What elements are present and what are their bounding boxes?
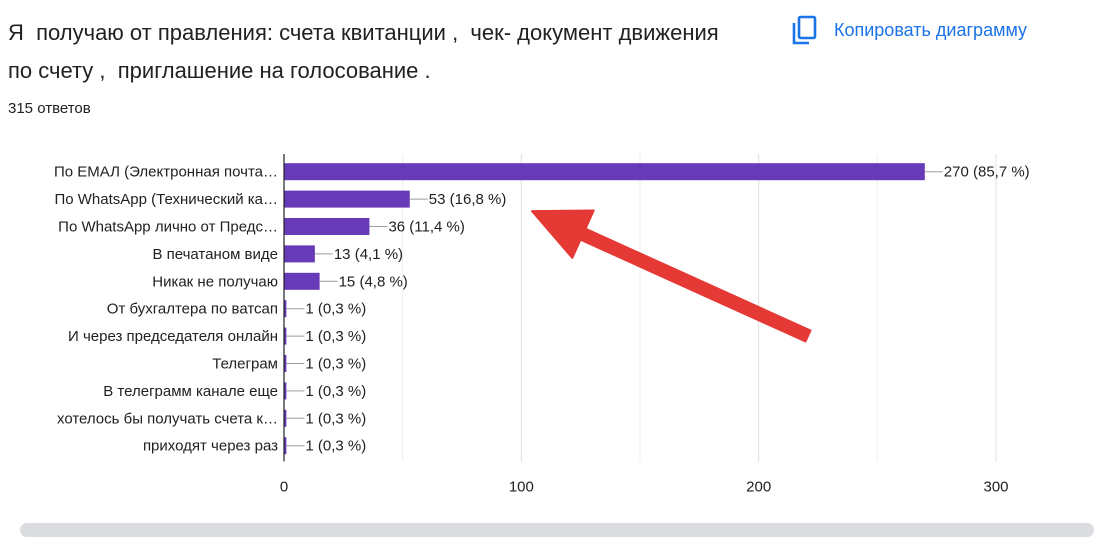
copy-chart-label: Копировать диаграмму: [834, 19, 1028, 40]
value-label: 15 (4,8 %): [339, 273, 408, 290]
value-label: 1 (0,3 %): [305, 410, 366, 427]
bar: [284, 409, 287, 427]
value-labels: 270 (85,7 %) 53 (16,8 %) 36 (11,4 %) 13 (4,…: [286, 164, 1030, 455]
category-label: По ЕМАЛ (Электронная почта…: [54, 164, 278, 181]
bar: [284, 355, 287, 372]
x-axis-ticks: 0 100 200 300: [280, 478, 1009, 495]
bar: [284, 272, 320, 290]
value-label: 13 (4,1 %): [334, 246, 403, 263]
x-tick-label: 300: [983, 478, 1008, 495]
bar: [284, 382, 287, 400]
value-label: 1 (0,3 %): [305, 438, 366, 455]
value-label: 53 (16,8 %): [429, 191, 507, 208]
category-label: Телеграм: [212, 356, 278, 373]
bar: [284, 245, 315, 263]
bar: [284, 437, 287, 455]
category-labels: По ЕМАЛ (Электронная почта… По WhatsApp (…: [54, 164, 278, 455]
x-tick-label: 0: [280, 478, 288, 495]
copy-chart-button[interactable]: Копировать диаграмму: [792, 10, 1027, 50]
question-title: Я получаю от правления: счета квитанции …: [8, 20, 725, 83]
value-label: 1 (0,3 %): [305, 356, 366, 373]
bar: [284, 218, 370, 235]
value-label: 270 (85,7 %): [944, 164, 1030, 181]
bar-chart: 0 100 200 300 По ЕМАЛ (Электронная почта…По…: [54, 154, 1030, 495]
value-label: 1 (0,3 %): [305, 328, 366, 345]
category-label: приходят через раз: [143, 438, 278, 455]
category-label: Никак не получаю: [152, 273, 278, 290]
bar: [284, 190, 410, 208]
bar: [284, 327, 287, 345]
bar: [284, 163, 925, 181]
annotation-arrow: [531, 209, 812, 343]
value-label: 1 (0,3 %): [305, 301, 366, 318]
category-label: По WhatsApp (Технический ка…: [54, 191, 278, 208]
bar: [284, 300, 287, 318]
category-label: По WhatsApp лично от Предс…: [58, 219, 278, 236]
response-count: 315 ответов: [8, 100, 91, 117]
category-label: От бухгалтера по ватсап: [107, 301, 278, 318]
category-label: В печатаном виде: [152, 246, 278, 263]
x-tick-label: 200: [746, 478, 771, 495]
horizontal-scrollbar[interactable]: [20, 523, 1094, 537]
grid-lines: [402, 154, 997, 462]
x-tick-label: 100: [509, 478, 534, 495]
category-label: И через председателя онлайн: [68, 328, 278, 345]
bars: [284, 163, 925, 455]
copy-icon: [792, 15, 817, 45]
category-label: хотелось бы получать счета к…: [57, 410, 278, 427]
red-arrow: [531, 209, 812, 343]
value-label: 36 (11,4 %): [388, 219, 464, 236]
category-label: В телеграмм канале еще: [103, 383, 278, 400]
value-label: 1 (0,3 %): [305, 383, 366, 400]
